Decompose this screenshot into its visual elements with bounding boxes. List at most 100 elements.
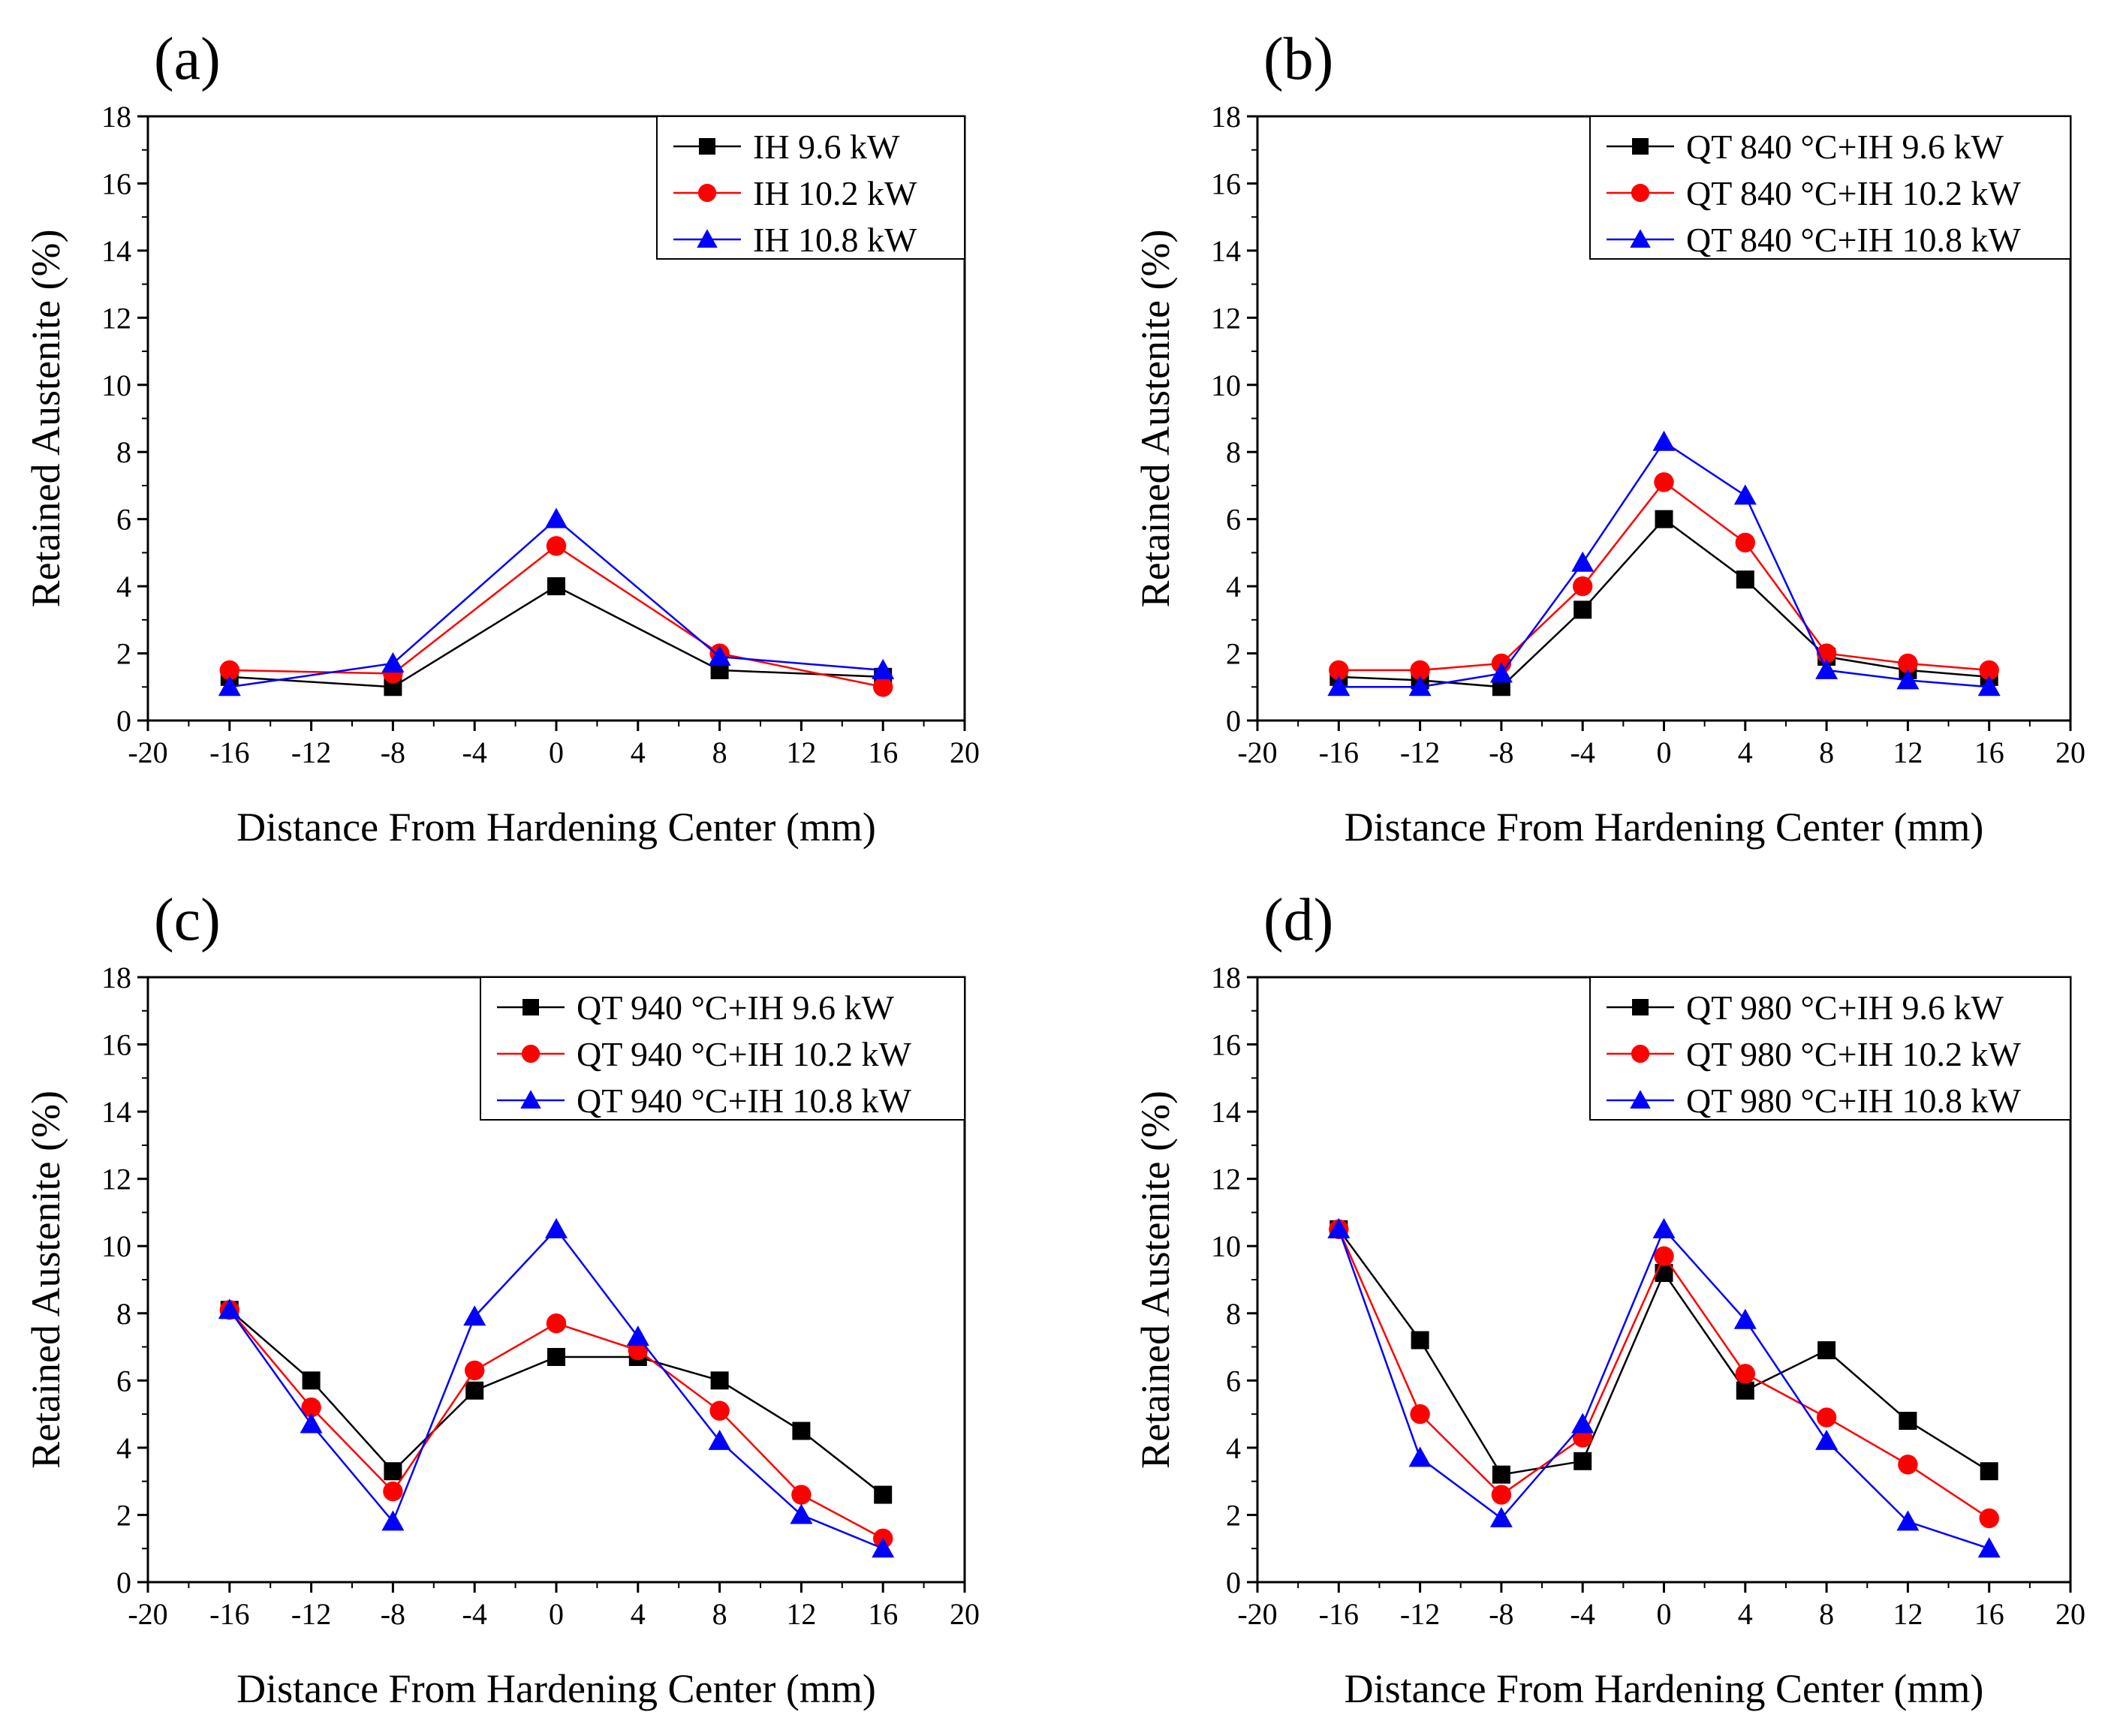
legend-marker <box>1630 229 1651 248</box>
series-qt-840-c-ih-10-2-kw <box>1329 472 1999 681</box>
data-point <box>1736 570 1754 589</box>
data-point <box>219 660 239 681</box>
x-tick-label: -4 <box>462 736 487 769</box>
x-axis-title: Distance From Hardening Center (mm) <box>1345 1666 1984 1711</box>
x-tick-label: -16 <box>1319 1597 1359 1631</box>
data-point <box>1735 1364 1755 1384</box>
y-tick-label: 6 <box>1226 503 1241 537</box>
y-tick-label: 18 <box>101 100 131 134</box>
y-tick-label: 2 <box>1226 1498 1241 1532</box>
data-point <box>465 1360 485 1381</box>
panel-label: (c) <box>154 887 221 953</box>
y-tick-label: 16 <box>1211 167 1241 200</box>
panel-label: (a) <box>154 26 221 92</box>
legend: QT 940 °C+IH 9.6 kW QT 940 °C+IH 10.2 kW Q… <box>480 976 965 1121</box>
data-point <box>1571 1413 1595 1434</box>
x-tick-label: 8 <box>712 1597 727 1631</box>
data-point <box>1573 600 1592 619</box>
legend-marker <box>521 1044 541 1064</box>
x-tick-label: 16 <box>1974 1597 2004 1631</box>
data-point <box>1815 658 1838 679</box>
legend-label: QT 840 °C+IH 10.2 kW <box>1686 174 2022 212</box>
data-point <box>1977 675 2001 697</box>
legend-marker <box>520 1090 541 1109</box>
series-line <box>229 544 884 688</box>
legend-item-qt-840-c-ih-10-8-kw: QT 840 °C+IH 10.8 kW <box>1607 221 2022 259</box>
legend-marker <box>1631 183 1650 203</box>
data-point <box>547 1347 565 1366</box>
x-tick-label: 4 <box>1738 736 1753 769</box>
y-axis-title: Retained Austenite (%) <box>23 230 68 608</box>
data-point <box>1979 660 1999 681</box>
data-point <box>1327 1217 1351 1238</box>
chart-panel-b: (b) -20 -16 -12 -8 -4 0 4 8 12 16 20 0 2 4 6 8 10 12 14 16 18… <box>1133 26 2085 850</box>
x-tick-label: -20 <box>128 736 167 769</box>
y-tick-label: 4 <box>1226 570 1241 603</box>
data-point <box>1980 1462 1998 1481</box>
data-point <box>1410 1404 1430 1425</box>
data-point <box>1489 1506 1513 1527</box>
data-point <box>792 1422 811 1440</box>
chart-panel-c: (c) -20 -16 -12 -8 -4 0 4 8 12 16 20 0 2 4 6 8 10 12 14 16 18… <box>23 887 980 1711</box>
x-tick-label: 16 <box>1974 736 2004 769</box>
data-point <box>1410 660 1430 681</box>
x-tick-label: -8 <box>381 736 405 769</box>
x-tick-label: -12 <box>1400 736 1440 769</box>
x-tick-label: -8 <box>1489 736 1513 769</box>
y-tick-label: 0 <box>116 704 131 738</box>
y-tick-label: 14 <box>1211 234 1241 268</box>
y-axis-title: Retained Austenite (%) <box>1133 1091 1178 1469</box>
data-point <box>872 1537 895 1558</box>
data-point <box>1652 1217 1676 1238</box>
legend-marker <box>1632 138 1649 155</box>
legend-frame <box>1589 976 2071 1121</box>
data-point <box>547 577 565 596</box>
y-tick-label: 2 <box>116 637 131 671</box>
legend-label: IH 9.6 kW <box>753 128 900 166</box>
legend: QT 840 °C+IH 9.6 kW QT 840 °C+IH 10.2 kW Q… <box>1589 116 2071 260</box>
data-point <box>383 1481 403 1502</box>
y-tick-label: 2 <box>116 1498 131 1532</box>
y-tick-label: 12 <box>1211 1163 1241 1196</box>
legend-item-qt-840-c-ih-9-6-kw: QT 840 °C+IH 9.6 kW <box>1607 128 2004 166</box>
legend: IH 9.6 kW IH 10.2 kW IH 10.8 kW <box>656 116 965 260</box>
data-point <box>873 677 893 697</box>
x-tick-label: 0 <box>1657 1597 1672 1631</box>
data-point <box>302 1371 321 1390</box>
x-tick-label: 4 <box>1738 1597 1753 1631</box>
data-point <box>545 1217 568 1238</box>
y-tick-label: 10 <box>1211 1229 1241 1263</box>
data-point <box>465 1381 484 1400</box>
series-line <box>228 1309 884 1539</box>
data-point <box>1733 484 1757 505</box>
data-point <box>708 1429 731 1450</box>
data-point <box>1408 675 1432 697</box>
x-tick-label: 16 <box>868 1597 898 1631</box>
x-tick-label: -20 <box>128 1597 167 1631</box>
y-tick-label: 6 <box>116 503 131 537</box>
legend-label: QT 980 °C+IH 10.8 kW <box>1686 1082 2022 1120</box>
x-tick-label: 4 <box>631 736 646 769</box>
data-point <box>1655 510 1673 528</box>
y-tick-label: 8 <box>116 1297 131 1331</box>
series-ih-10-8-kw <box>218 507 895 697</box>
chart-panel-a: (a) -20 -16 -12 -8 -4 0 4 8 12 16 20 0 2 4 6 8 10 12 14 16 18… <box>23 26 980 850</box>
data-point <box>1896 1510 1920 1531</box>
legend-marker <box>1630 1090 1651 1109</box>
legend-item-qt-940-c-ih-10-8-kw: QT 940 °C+IH 10.8 kW <box>497 1082 912 1120</box>
data-point <box>1573 1452 1592 1470</box>
series-qt-980-c-ih-9-6-kw <box>1330 1220 1998 1484</box>
data-point <box>1652 430 1676 451</box>
data-point <box>1735 532 1755 553</box>
y-axis-title: Retained Austenite (%) <box>1133 230 1178 608</box>
x-tick-label: 8 <box>712 736 727 769</box>
y-tick-label: 14 <box>101 1095 131 1129</box>
y-tick-label: 4 <box>116 1431 131 1465</box>
data-point <box>218 675 241 697</box>
y-tick-label: 8 <box>116 435 131 469</box>
y-tick-label: 10 <box>1211 369 1241 402</box>
data-point <box>1411 1331 1429 1349</box>
data-point <box>1408 1446 1432 1467</box>
